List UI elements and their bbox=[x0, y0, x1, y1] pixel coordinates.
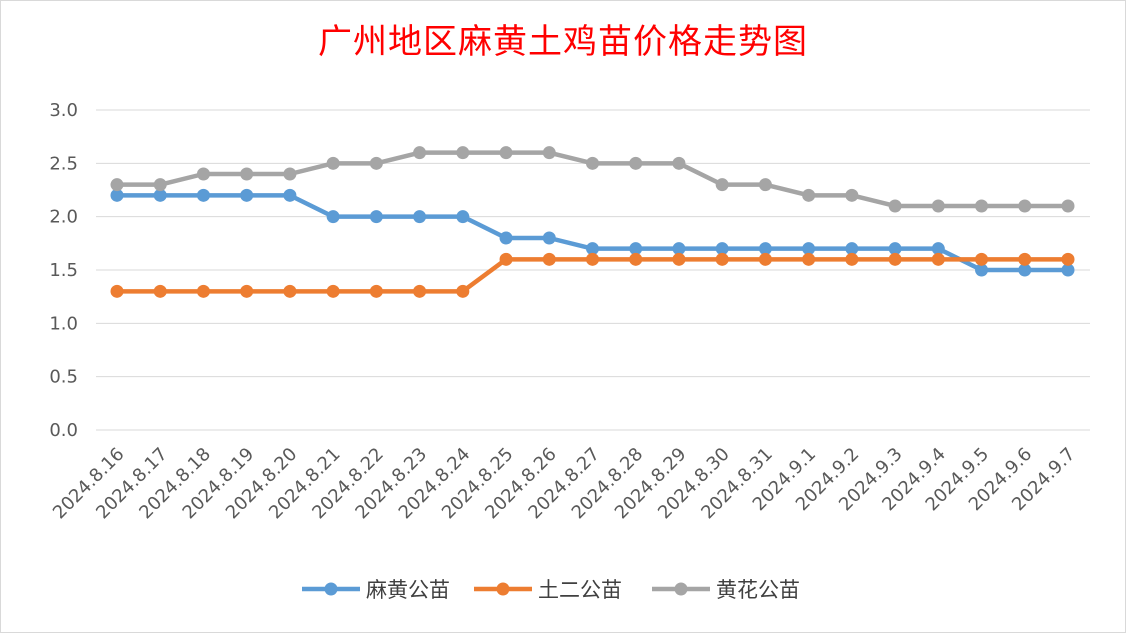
data-point bbox=[413, 284, 427, 298]
legend-label: 麻黄公苗 bbox=[366, 578, 450, 602]
series-1 bbox=[110, 188, 1075, 277]
data-point bbox=[1061, 199, 1075, 213]
data-point bbox=[542, 252, 556, 266]
data-point bbox=[586, 242, 599, 256]
data-point bbox=[931, 199, 945, 213]
y-tick-label: 2.0 bbox=[49, 207, 78, 228]
data-point bbox=[326, 156, 340, 170]
data-point bbox=[1018, 263, 1032, 277]
series-2 bbox=[110, 252, 1075, 298]
data-point bbox=[499, 231, 513, 245]
data-point bbox=[326, 210, 340, 224]
data-point bbox=[153, 188, 167, 202]
y-tick-label: 3.0 bbox=[49, 100, 78, 121]
data-point bbox=[845, 252, 859, 266]
data-point bbox=[715, 178, 729, 192]
y-tick-label: 2.5 bbox=[49, 153, 78, 174]
data-point bbox=[542, 231, 556, 245]
legend-item: 土二公苗 bbox=[474, 578, 622, 602]
chart-title: 广州地区麻黄土鸡苗价格走势图 bbox=[318, 22, 808, 62]
data-point bbox=[672, 156, 686, 170]
data-point bbox=[456, 146, 470, 160]
data-point bbox=[715, 242, 729, 256]
data-point bbox=[715, 252, 729, 266]
data-point bbox=[499, 252, 513, 266]
data-point bbox=[196, 188, 210, 202]
data-point bbox=[283, 284, 297, 298]
series-3 bbox=[110, 146, 1075, 213]
data-point bbox=[153, 178, 167, 192]
data-point bbox=[1018, 252, 1032, 266]
data-point bbox=[845, 242, 859, 256]
data-point bbox=[1061, 263, 1075, 277]
data-point bbox=[369, 156, 383, 170]
data-point bbox=[110, 284, 124, 298]
data-point bbox=[456, 284, 470, 298]
data-point bbox=[413, 146, 427, 160]
data-point bbox=[499, 146, 513, 160]
data-point bbox=[153, 284, 167, 298]
data-point bbox=[240, 188, 254, 202]
data-point bbox=[369, 210, 383, 224]
data-point bbox=[975, 252, 989, 266]
data-point bbox=[586, 156, 599, 170]
data-point bbox=[413, 210, 427, 224]
data-point bbox=[629, 242, 643, 256]
data-point bbox=[326, 284, 340, 298]
y-tick-label: 0.5 bbox=[49, 367, 78, 388]
data-point bbox=[888, 199, 902, 213]
data-point bbox=[802, 252, 816, 266]
data-point bbox=[931, 252, 945, 266]
data-point bbox=[629, 252, 643, 266]
y-tick-label: 1.5 bbox=[49, 260, 78, 281]
data-point bbox=[845, 188, 859, 202]
data-point bbox=[369, 284, 383, 298]
data-point bbox=[888, 252, 902, 266]
data-point bbox=[975, 263, 989, 277]
legend-marker bbox=[324, 582, 338, 596]
data-point bbox=[240, 284, 254, 298]
data-point bbox=[456, 210, 470, 224]
data-point bbox=[240, 167, 254, 181]
legend-label: 黄花公苗 bbox=[716, 578, 800, 602]
data-point bbox=[110, 178, 124, 192]
legend-item: 黄花公苗 bbox=[652, 578, 800, 602]
data-point bbox=[1061, 252, 1075, 266]
data-point bbox=[888, 242, 902, 256]
data-point bbox=[283, 188, 297, 202]
legend-marker bbox=[496, 582, 510, 596]
data-point bbox=[975, 199, 989, 213]
y-tick-label: 0.0 bbox=[49, 420, 78, 441]
data-point bbox=[672, 242, 686, 256]
data-point bbox=[758, 178, 772, 192]
data-point bbox=[110, 188, 124, 202]
data-point bbox=[283, 167, 297, 181]
legend-item: 麻黄公苗 bbox=[302, 578, 450, 602]
legend-marker bbox=[674, 582, 688, 596]
data-point bbox=[672, 252, 686, 266]
data-point bbox=[931, 242, 945, 256]
data-point bbox=[802, 188, 816, 202]
data-point bbox=[758, 242, 772, 256]
data-point bbox=[758, 252, 772, 266]
legend-label: 土二公苗 bbox=[538, 578, 622, 602]
data-point bbox=[629, 156, 643, 170]
data-point bbox=[1018, 199, 1032, 213]
data-point bbox=[542, 146, 556, 160]
data-point bbox=[196, 284, 210, 298]
data-point bbox=[586, 252, 599, 266]
data-point bbox=[196, 167, 210, 181]
data-point bbox=[802, 242, 816, 256]
y-tick-label: 1.0 bbox=[49, 313, 78, 334]
